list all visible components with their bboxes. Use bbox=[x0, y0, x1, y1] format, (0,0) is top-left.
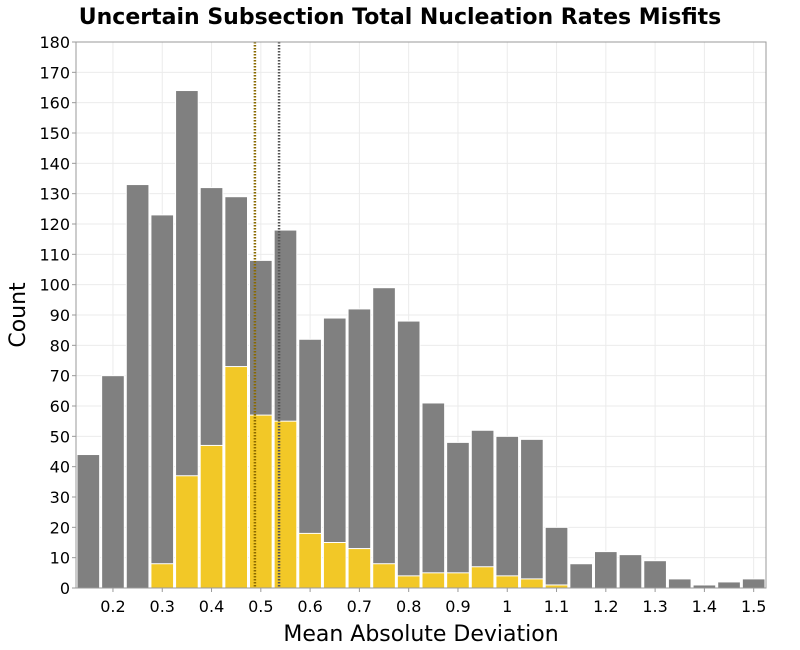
y-tick-label: 130 bbox=[39, 185, 70, 204]
bar-total bbox=[594, 551, 618, 589]
bar-total bbox=[347, 308, 372, 589]
bar-highlight bbox=[421, 572, 446, 589]
y-tick-label: 180 bbox=[39, 33, 70, 52]
bar-total bbox=[76, 454, 101, 589]
y-tick-label: 50 bbox=[50, 427, 70, 446]
bar-total bbox=[618, 554, 643, 589]
y-tick-label: 70 bbox=[50, 367, 70, 386]
bar-highlight bbox=[175, 475, 199, 589]
x-tick-label: 0.7 bbox=[347, 597, 372, 616]
bar-total bbox=[741, 578, 766, 589]
y-tick-label: 30 bbox=[50, 488, 70, 507]
y-tick-label: 120 bbox=[39, 215, 70, 234]
bar-total bbox=[544, 526, 569, 589]
y-tick-label: 60 bbox=[50, 397, 70, 416]
bar-total bbox=[421, 402, 446, 589]
bar-highlight bbox=[372, 563, 396, 589]
bar-total bbox=[372, 287, 396, 589]
y-axis-title: Count bbox=[6, 282, 31, 348]
x-tick-label: 0.8 bbox=[396, 597, 421, 616]
x-tick-label: 0.3 bbox=[150, 597, 175, 616]
bar-total bbox=[667, 578, 692, 589]
x-tick-label: 1 bbox=[502, 597, 512, 616]
bar-highlight bbox=[446, 572, 470, 589]
bar-highlight bbox=[396, 575, 421, 589]
bar-total bbox=[520, 438, 544, 589]
y-tick-label: 110 bbox=[39, 245, 70, 264]
bar-highlight bbox=[224, 366, 249, 589]
bar-highlight bbox=[347, 548, 372, 589]
bars bbox=[76, 90, 766, 589]
bar-total bbox=[150, 214, 175, 589]
x-tick-label: 0.5 bbox=[248, 597, 273, 616]
x-tick-label: 1.1 bbox=[544, 597, 569, 616]
bar-highlight bbox=[273, 420, 298, 589]
y-tick-label: 140 bbox=[39, 154, 70, 173]
x-tick-label: 0.9 bbox=[445, 597, 470, 616]
y-tick-label: 90 bbox=[50, 306, 70, 325]
y-tick-label: 80 bbox=[50, 336, 70, 355]
x-axis-title: Mean Absolute Deviation bbox=[283, 622, 558, 647]
bar-total bbox=[446, 441, 470, 589]
x-tick-label: 0.2 bbox=[100, 597, 125, 616]
y-tick-label: 160 bbox=[39, 94, 70, 113]
bar-highlight bbox=[520, 578, 544, 589]
bar-total bbox=[396, 320, 421, 589]
y-tick-label: 100 bbox=[39, 276, 70, 295]
x-axis-ticks: 0.2 0.3 0.4 0.5 0.6 0.7 0.8 0.9 1 1.1 1.2 1.3 1.4 1.5 bbox=[100, 588, 766, 616]
bar-highlight bbox=[298, 532, 322, 589]
y-tick-label: 0 bbox=[60, 579, 70, 598]
y-tick-label: 40 bbox=[50, 458, 70, 477]
bar-highlight bbox=[322, 542, 347, 589]
bar-highlight bbox=[199, 444, 224, 589]
y-tick-label: 170 bbox=[39, 63, 70, 82]
x-tick-label: 1.2 bbox=[593, 597, 618, 616]
x-tick-label: 0.4 bbox=[199, 597, 224, 616]
y-tick-label: 20 bbox=[50, 518, 70, 537]
bar-total bbox=[495, 435, 520, 589]
bar-total bbox=[125, 184, 150, 589]
bar-total bbox=[569, 563, 593, 589]
x-tick-label: 1.5 bbox=[741, 597, 766, 616]
bar-total bbox=[643, 560, 667, 589]
bar-total bbox=[101, 375, 125, 589]
y-axis-ticks: 0 10 20 30 40 50 60 70 80 90 100 110 120 130 140 150 160… bbox=[39, 33, 76, 598]
reference-lines bbox=[253, 42, 281, 588]
x-tick-label: 1.4 bbox=[692, 597, 717, 616]
y-tick-label: 150 bbox=[39, 124, 70, 143]
chart-title: Uncertain Subsection Total Nucleation Ra… bbox=[79, 5, 721, 30]
bar-highlight bbox=[495, 575, 520, 589]
x-tick-label: 1.3 bbox=[642, 597, 667, 616]
bar-total bbox=[470, 429, 495, 589]
y-tick-label: 10 bbox=[50, 549, 70, 568]
x-tick-label: 0.6 bbox=[297, 597, 322, 616]
bar-highlight bbox=[249, 414, 273, 589]
bar-total bbox=[717, 581, 741, 589]
bar-highlight bbox=[470, 566, 495, 589]
bar-highlight bbox=[150, 563, 175, 589]
